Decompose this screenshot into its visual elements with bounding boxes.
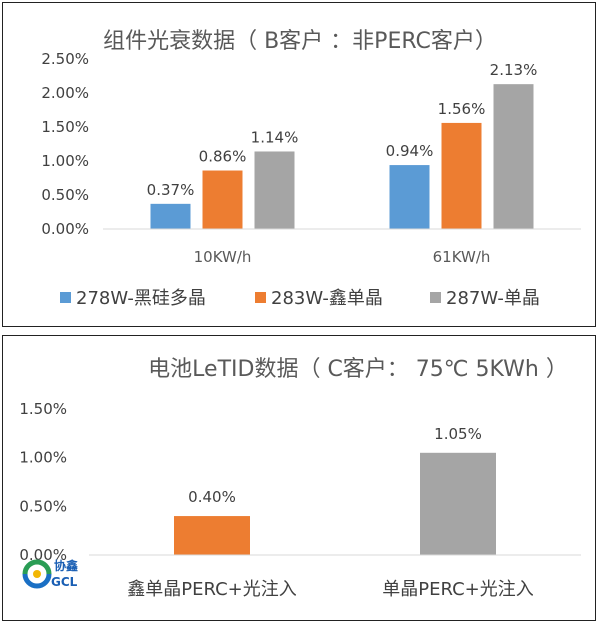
data-label: 1.56% <box>438 100 486 118</box>
y-tick-label: 0.50% <box>19 497 67 515</box>
chart-panel-module-degradation: 组件光衰数据（ B客户 ：非PERC客户） 0.00% 0.50% 1.00% 1.5… <box>2 2 596 327</box>
bars: 0.40% 1.05% <box>174 425 496 555</box>
data-label: 0.94% <box>386 142 434 160</box>
x-category-label: 鑫单晶PERC+光注入 <box>127 579 297 600</box>
gcl-logo: 协鑫 GCL <box>22 558 78 589</box>
y-tick-label: 0.00% <box>41 220 89 238</box>
y-tick-label: 1.00% <box>41 152 89 170</box>
legend-label: 278W-黑硅多晶 <box>76 288 206 309</box>
y-tick-label: 1.00% <box>19 449 67 467</box>
legend-label: 283W-鑫单晶 <box>271 288 383 309</box>
y-tick-label: 0.50% <box>41 186 89 204</box>
legend-swatch <box>430 292 441 303</box>
bar <box>389 165 430 229</box>
x-category-label: 61KW/h <box>433 248 491 266</box>
data-label: 1.05% <box>434 425 482 443</box>
data-label: 2.13% <box>490 61 538 79</box>
chart-title: 组件光衰数据（ B客户 ：非PERC客户） <box>103 29 497 54</box>
x-axis: 鑫单晶PERC+光注入 单晶PERC+光注入 <box>89 554 581 600</box>
gcl-logo-en: GCL <box>51 575 78 589</box>
legend-label: 287W-单晶 <box>446 288 540 309</box>
bar <box>254 151 295 229</box>
y-axis: 0.00% 0.50% 1.00% 1.50% <box>19 400 67 564</box>
x-category-label: 单晶PERC+光注入 <box>382 579 534 600</box>
bar <box>202 170 243 229</box>
chart-module-degradation: 组件光衰数据（ B客户 ：非PERC客户） 0.00% 0.50% 1.00% 1.5… <box>41 29 581 309</box>
gcl-logo-cn: 协鑫 <box>54 558 78 573</box>
legend: 278W-黑硅多晶 283W-鑫单晶 287W-单晶 <box>60 288 540 309</box>
chart-cell-letid: 电池LeTID数据（ C客户： 75℃ 5KWh ） 0.00% 0.50% 1.0… <box>19 357 581 600</box>
bar <box>493 84 534 229</box>
chart-title: 电池LeTID数据（ C客户： 75℃ 5KWh ） <box>148 357 568 382</box>
y-tick-label: 2.00% <box>41 84 89 102</box>
y-tick-label: 1.50% <box>41 118 89 136</box>
data-label: 0.86% <box>199 148 247 166</box>
bar <box>420 452 496 555</box>
legend-swatch <box>60 292 71 303</box>
data-label: 0.40% <box>188 488 236 506</box>
bar <box>174 516 250 555</box>
y-tick-label: 2.50% <box>41 50 89 68</box>
y-tick-label: 1.50% <box>19 400 67 418</box>
chart-panel-cell-letid: 电池LeTID数据（ C客户： 75℃ 5KWh ） 0.00% 0.50% 1.0… <box>2 335 596 621</box>
y-axis: 0.00% 0.50% 1.00% 1.50% 2.00% 2.50% <box>41 50 89 238</box>
bar <box>150 203 191 229</box>
bar <box>441 122 482 229</box>
data-label: 1.14% <box>251 128 299 146</box>
y-tick-label: 0.00% <box>19 546 67 564</box>
legend-swatch <box>255 292 266 303</box>
x-category-label: 10KW/h <box>194 248 252 266</box>
data-label: 0.37% <box>147 181 195 199</box>
x-axis: 10KW/h 61KW/h <box>103 228 581 266</box>
gcl-logo-icon <box>22 559 52 589</box>
bars: 0.37%0.86%1.14% 0.94% 1.56% 2.13% <box>147 61 538 229</box>
